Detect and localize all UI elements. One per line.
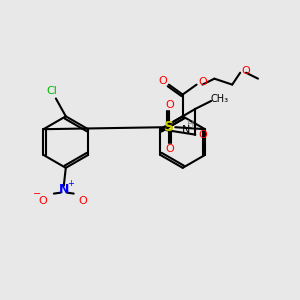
Text: O: O [242,66,250,76]
Text: N: N [58,183,69,196]
Text: O: O [78,196,87,206]
Text: O: O [165,100,174,110]
Text: S: S [164,120,174,134]
Text: O: O [165,144,174,154]
Text: Cl: Cl [46,85,57,96]
Text: CH₃: CH₃ [210,94,228,104]
Text: O: O [39,196,47,206]
Text: O: O [198,76,207,87]
Text: H: H [188,120,195,130]
Text: N: N [182,125,190,135]
Text: O: O [199,130,208,140]
Text: O: O [158,76,167,85]
Text: +: + [67,179,74,188]
Text: −: − [33,189,41,199]
